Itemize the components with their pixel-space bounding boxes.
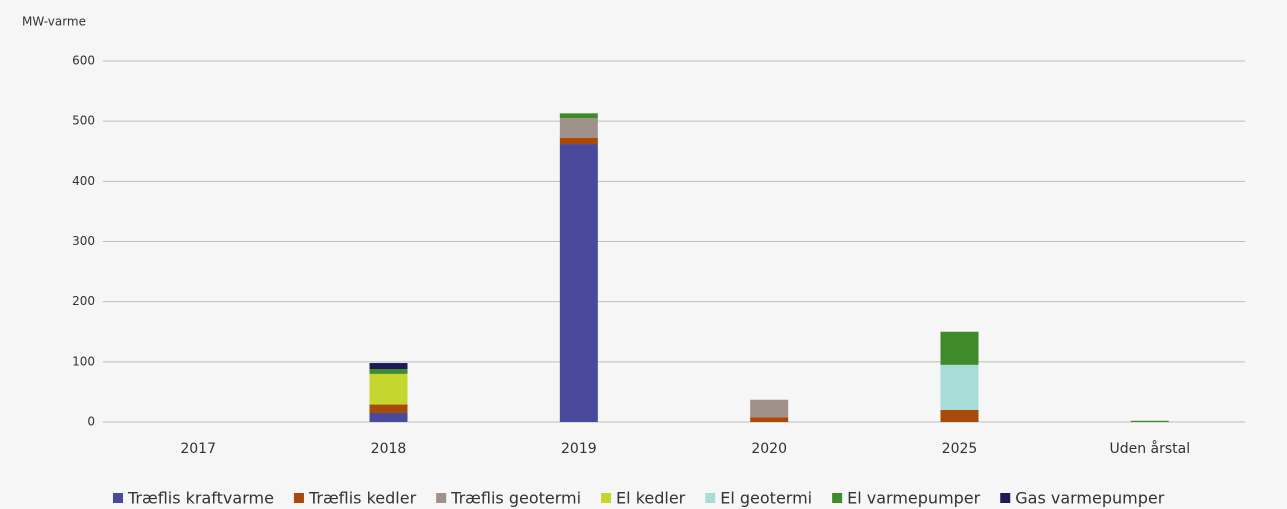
legend-swatch [113, 493, 123, 503]
x-tick-label: Uden årstal [1109, 440, 1190, 457]
x-tick-label: 2019 [561, 441, 597, 457]
y-tick-label: 400 [72, 174, 95, 188]
legend-swatch [832, 493, 843, 503]
bar-segment [559, 118, 598, 139]
bar-segment [750, 417, 789, 422]
bar-segment [940, 364, 979, 410]
bar-segment [559, 138, 598, 145]
y-tick-label: 100 [72, 354, 95, 368]
bar-segment [750, 399, 789, 418]
bar-segment [369, 404, 408, 413]
legend-label: Træflis kedler [308, 489, 417, 508]
x-tick-label: 2018 [371, 441, 407, 457]
x-tick-label: 2020 [751, 441, 787, 457]
bar-segment [369, 373, 408, 405]
y-tick-label: 300 [72, 234, 95, 248]
y-tick-label: 0 [87, 415, 95, 429]
legend-label: Træflis kraftvarme [127, 489, 274, 508]
x-tick-label: 2025 [942, 441, 978, 457]
bar-segment [559, 144, 598, 422]
bar-segment [940, 331, 979, 365]
legend-swatch [705, 493, 716, 503]
bar-segment [559, 113, 598, 119]
legend-label: Træflis geotermi [450, 489, 581, 508]
legend-swatch [436, 493, 447, 503]
legend-swatch [601, 493, 612, 503]
x-tick-label: 2017 [180, 441, 216, 457]
bar-segment [369, 369, 408, 374]
legend-swatch [293, 493, 304, 503]
legend-label: El kedler [616, 489, 686, 508]
legend-label: Gas varmepumper [1015, 489, 1165, 508]
bar-segment [369, 412, 408, 422]
y-tick-label: 600 [72, 54, 95, 68]
y-tick-label: 500 [72, 114, 95, 128]
legend-label: El varmepumper [847, 489, 981, 508]
bar-segment [940, 409, 979, 422]
legend-swatch [1000, 493, 1011, 503]
y-tick-label: 200 [72, 294, 95, 308]
bar-segment [369, 363, 408, 370]
y-axis-label: MW-varme [22, 15, 86, 29]
bar-segment [1130, 420, 1169, 422]
legend-label: El geotermi [720, 489, 812, 508]
